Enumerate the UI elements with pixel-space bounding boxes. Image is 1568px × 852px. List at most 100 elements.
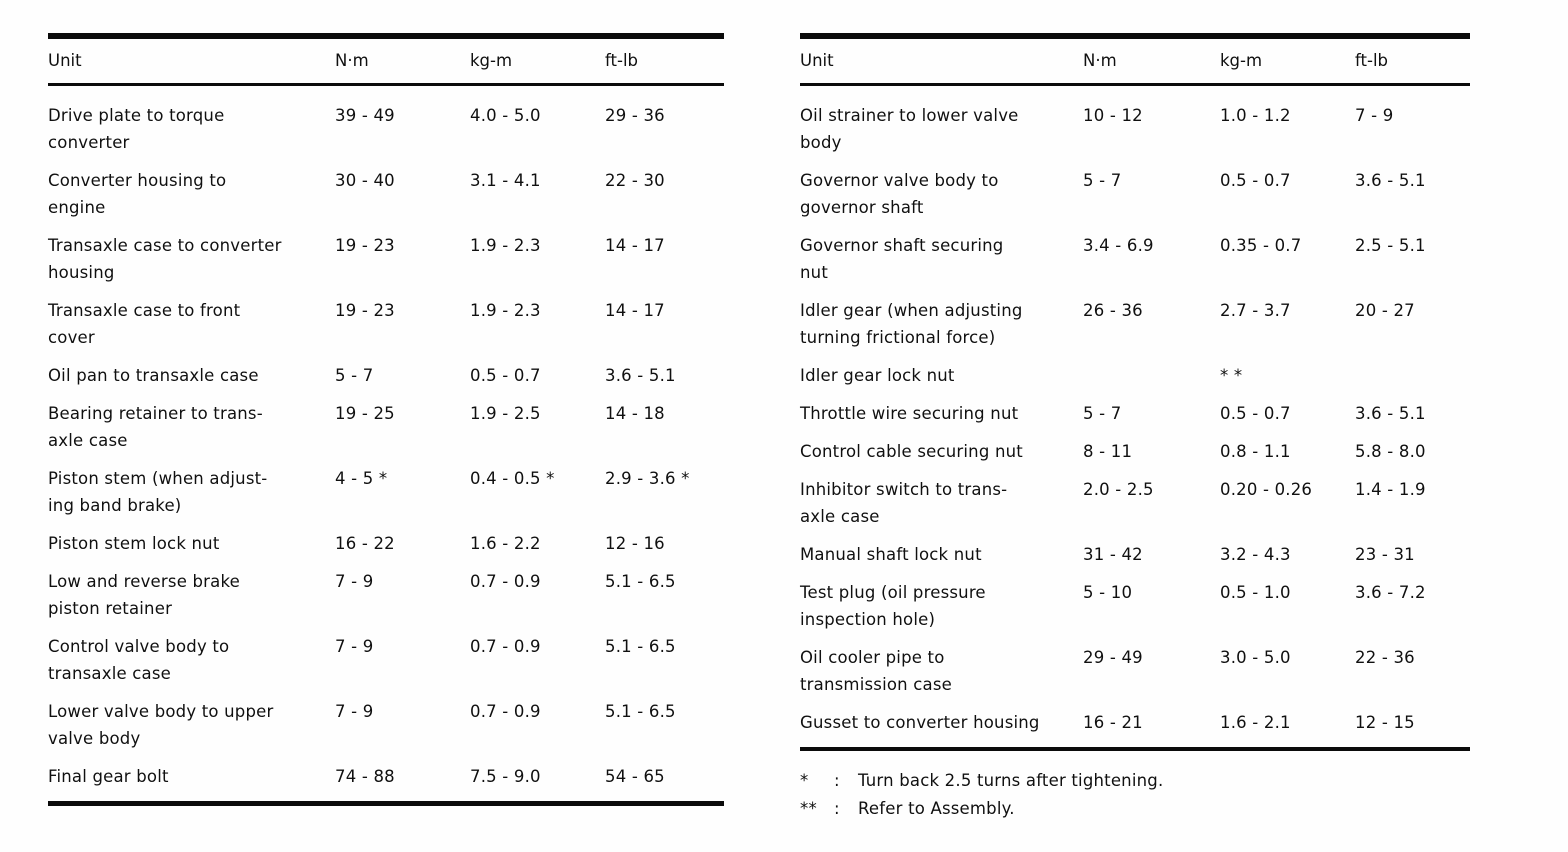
column-header-unit: Unit (800, 33, 1083, 86)
nm-cell: 19 - 23 (335, 301, 395, 320)
unit-cell: Control valve body to transaxle case (48, 637, 230, 683)
unit-cell: Throttle wire securing nut (800, 404, 1019, 423)
nm-cell: 7 - 9 (335, 572, 374, 591)
ftlb-cell: 29 - 36 (605, 106, 665, 125)
nm-cell: 7 - 9 (335, 637, 374, 656)
ftlb-cell: 3.6 - 5.1 (1355, 171, 1426, 190)
ftlb-cell: 20 - 27 (1355, 301, 1415, 320)
footnote-text: Turn back 2.5 turns after tightening. (858, 771, 1164, 790)
table-row: Low and reverse brake piston retainer 7 -… (48, 568, 724, 633)
unit-cell: Converter housing to engine (48, 171, 227, 217)
table-row: Throttle wire securing nut 5 - 7 0.5 - 0.7… (800, 400, 1470, 438)
nm-cell: 30 - 40 (335, 171, 395, 190)
ftlb-cell: 14 - 18 (605, 404, 665, 423)
kgm-cell: 1.9 - 2.3 (470, 301, 541, 320)
ftlb-cell: 23 - 31 (1355, 545, 1415, 564)
nm-cell: 3.4 - 6.9 (1083, 236, 1154, 255)
ftlb-cell: 14 - 17 (605, 301, 665, 320)
kgm-cell: 1.6 - 2.2 (470, 534, 541, 553)
unit-cell: Lower valve body to upper valve body (48, 702, 274, 748)
kgm-cell: 0.5 - 1.0 (1220, 583, 1291, 602)
table-row: Piston stem lock nut 16 - 22 1.6 - 2.2 12 -… (48, 530, 724, 568)
ftlb-cell: 54 - 65 (605, 767, 665, 786)
nm-cell: 31 - 42 (1083, 545, 1143, 564)
torque-table-left: Unit N·m kg-m ft-lb Drive plate to torqu… (48, 33, 724, 806)
table-row: Lower valve body to upper valve body 7 - … (48, 698, 724, 763)
footnote-colon: : (834, 799, 840, 818)
kgm-cell: 0.7 - 0.9 (470, 637, 541, 656)
kgm-cell: 0.20 - 0.26 (1220, 480, 1313, 499)
kgm-cell: 0.7 - 0.9 (470, 572, 541, 591)
ftlb-cell: 5.8 - 8.0 (1355, 442, 1426, 461)
unit-cell: Governor shaft securing nut (800, 236, 1004, 282)
ftlb-cell: 3.6 - 5.1 (605, 366, 676, 385)
footnote-colon: : (834, 771, 840, 790)
torque-table-right: Unit N·m kg-m ft-lb Oil strainer to lowe… (800, 33, 1470, 751)
footnote-symbol: * (800, 771, 809, 790)
table-row: Idler gear (when adjusting turning frict… (800, 297, 1470, 362)
kgm-cell: 3.1 - 4.1 (470, 171, 541, 190)
table-row: Oil cooler pipe to transmission case 29 -… (800, 644, 1470, 709)
table-row: Gusset to converter housing 16 - 21 1.6 - … (800, 709, 1470, 749)
unit-cell: Piston stem lock nut (48, 534, 220, 553)
kgm-cell: * * (1220, 366, 1243, 385)
kgm-cell: 3.0 - 5.0 (1220, 648, 1291, 667)
column-header-ftlb: ft-lb (605, 33, 724, 86)
kgm-cell: 0.5 - 0.7 (470, 366, 541, 385)
ftlb-cell: 2.9 - 3.6 * (605, 469, 690, 488)
nm-cell: 5 - 10 (1083, 583, 1133, 602)
nm-cell: 4 - 5 * (335, 469, 388, 488)
unit-cell: Oil pan to transaxle case (48, 366, 259, 385)
ftlb-cell: 3.6 - 5.1 (1355, 404, 1426, 423)
nm-cell: 16 - 21 (1083, 713, 1143, 732)
kgm-cell: 0.35 - 0.7 (1220, 236, 1302, 255)
kgm-cell: 0.8 - 1.1 (1220, 442, 1291, 461)
table-row: Converter housing to engine 30 - 40 3.1 - … (48, 167, 724, 232)
ftlb-cell: 22 - 36 (1355, 648, 1415, 667)
table-row: Oil strainer to lower valve body 10 - 12 1… (800, 85, 1470, 168)
nm-cell: 74 - 88 (335, 767, 395, 786)
footnote-symbol: ** (800, 799, 817, 818)
column-header-kgm: kg-m (470, 33, 605, 86)
column-header-ftlb: ft-lb (1355, 33, 1470, 86)
nm-cell: 26 - 36 (1083, 301, 1143, 320)
unit-cell: Inhibitor switch to trans- axle case (800, 480, 1008, 526)
unit-cell: Transaxle case to front cover (48, 301, 241, 347)
nm-cell: 2.0 - 2.5 (1083, 480, 1154, 499)
table-row: Manual shaft lock nut 31 - 42 3.2 - 4.3 23 … (800, 541, 1470, 579)
right-column: Unit N·m kg-m ft-lb Oil strainer to lowe… (800, 33, 1470, 823)
unit-cell: Idler gear lock nut (800, 366, 955, 385)
header-row: Unit N·m kg-m ft-lb (800, 33, 1470, 86)
nm-cell: 10 - 12 (1083, 106, 1143, 125)
nm-cell: 29 - 49 (1083, 648, 1143, 667)
kgm-cell: 2.7 - 3.7 (1220, 301, 1291, 320)
unit-cell: Drive plate to torque converter (48, 106, 225, 152)
kgm-cell: 1.0 - 1.2 (1220, 106, 1291, 125)
table-row: Transaxle case to converter housing 19 - … (48, 232, 724, 297)
ftlb-cell: 5.1 - 6.5 (605, 572, 676, 591)
table-row: Governor valve body to governor shaft 5 -… (800, 167, 1470, 232)
unit-cell: Transaxle case to converter housing (48, 236, 282, 282)
ftlb-cell: 3.6 - 7.2 (1355, 583, 1426, 602)
table-row: Test plug (oil pressure inspection hole)… (800, 579, 1470, 644)
nm-cell (1083, 362, 1220, 400)
ftlb-cell (1355, 362, 1470, 400)
kgm-cell: 0.5 - 0.7 (1220, 171, 1291, 190)
table-row: Oil pan to transaxle case 5 - 7 0.5 - 0.7 3… (48, 362, 724, 400)
ftlb-cell: 2.5 - 5.1 (1355, 236, 1426, 255)
table-row: Idler gear lock nut * * (800, 362, 1470, 400)
ftlb-cell: 1.4 - 1.9 (1355, 480, 1426, 499)
table-row: Piston stem (when adjust- ing band brake… (48, 465, 724, 530)
nm-cell: 19 - 23 (335, 236, 395, 255)
table-row: Governor shaft securing nut 3.4 - 6.9 0.35… (800, 232, 1470, 297)
nm-cell: 5 - 7 (1083, 404, 1122, 423)
table-row: Transaxle case to front cover 19 - 23 1.9 … (48, 297, 724, 362)
ftlb-cell: 14 - 17 (605, 236, 665, 255)
ftlb-cell: 5.1 - 6.5 (605, 702, 676, 721)
kgm-cell: 1.9 - 2.5 (470, 404, 541, 423)
footnote-double-asterisk: ** : Refer to Assembly. (800, 795, 1470, 823)
kgm-cell: 1.6 - 2.1 (1220, 713, 1291, 732)
column-header-nm: N·m (335, 33, 470, 86)
kgm-cell: 7.5 - 9.0 (470, 767, 541, 786)
header-row: Unit N·m kg-m ft-lb (48, 33, 724, 86)
